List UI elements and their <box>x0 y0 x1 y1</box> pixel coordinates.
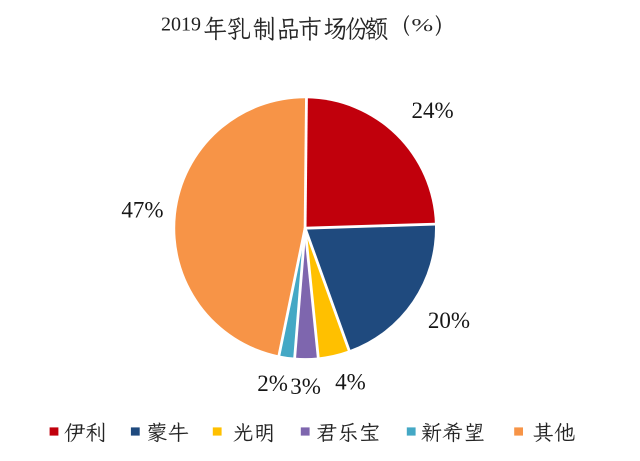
svg-text:4%: 4% <box>335 370 366 395</box>
svg-text:20%: 20% <box>428 308 470 333</box>
svg-text:2%: 2% <box>257 371 288 396</box>
svg-text:3%: 3% <box>290 374 321 399</box>
svg-text:47%: 47% <box>121 198 163 223</box>
svg-text:24%: 24% <box>412 98 454 123</box>
svg-text:2019: 2019 <box>161 14 201 36</box>
